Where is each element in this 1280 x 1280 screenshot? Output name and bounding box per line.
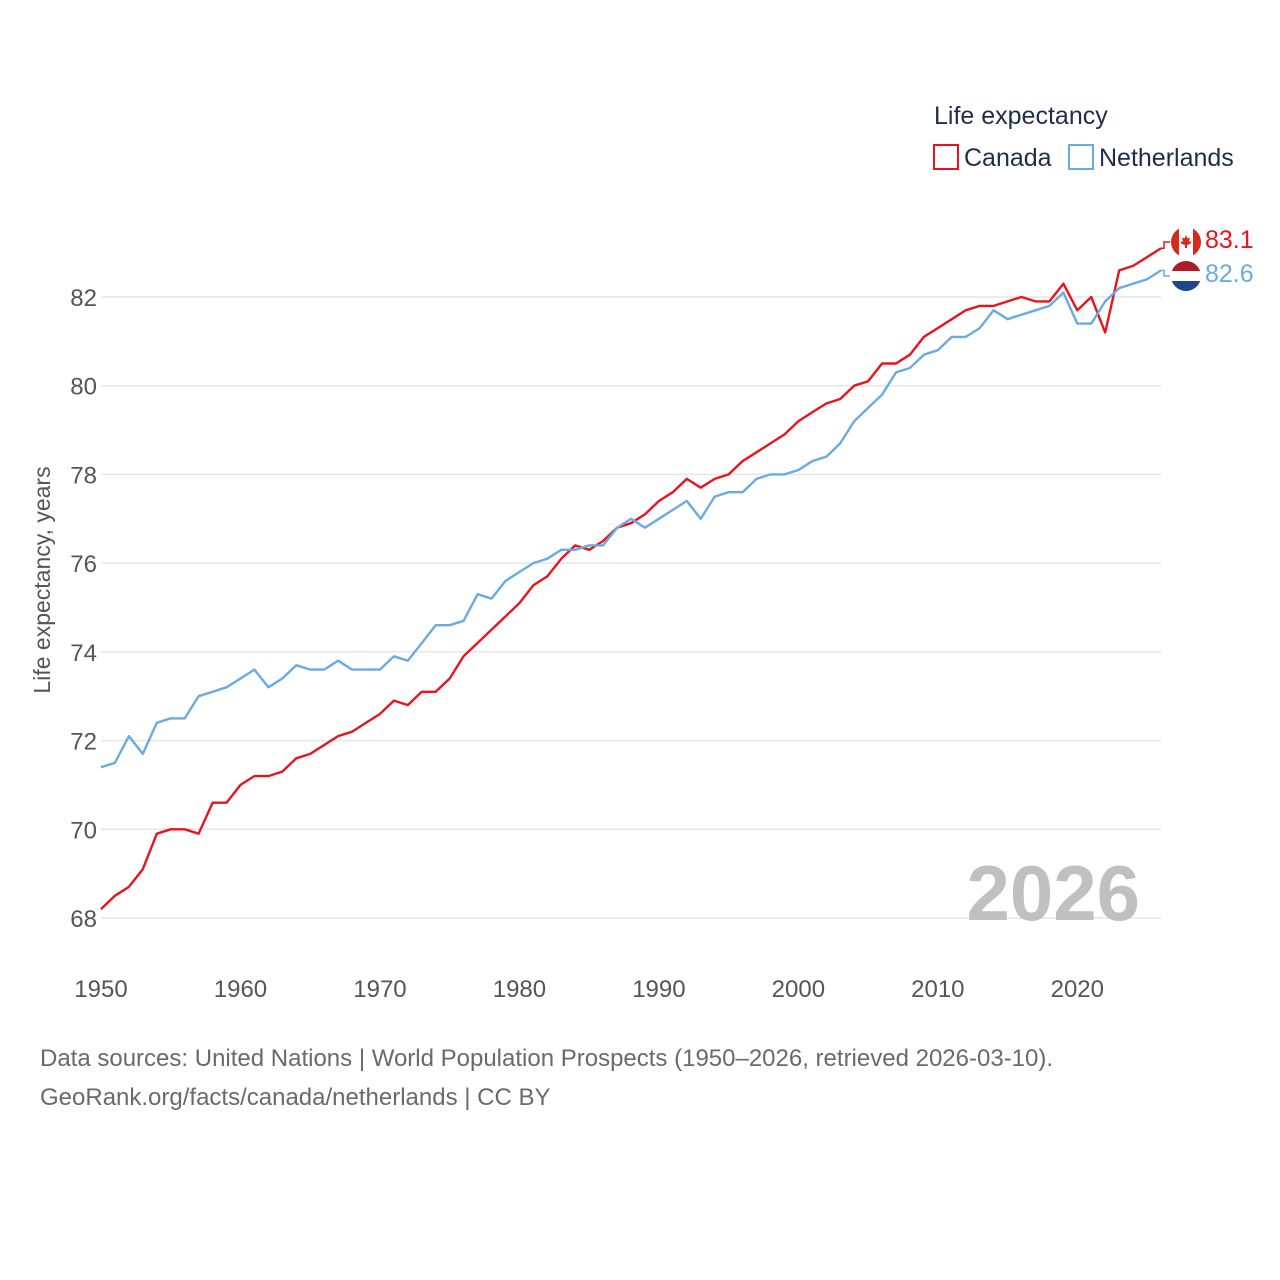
legend-swatch-canada [933,144,959,170]
netherlands-end-value: 82.6 [1205,260,1254,288]
series-line-netherlands [100,269,1162,769]
end-markers: 83.1 82.6 [1161,226,1254,291]
legend: Life expectancy Canada Netherlands [933,102,1234,172]
legend-label-canada: Canada [964,144,1052,172]
x-tick-label-2000: 2000 [772,976,825,1003]
y-tick-label-74: 74 [70,640,97,667]
x-tick-label-1980: 1980 [493,976,546,1003]
source-note: Data sources: United Nations | World Pop… [40,1045,1054,1072]
canada-end-connector [1161,241,1170,249]
x-tick-label-2020: 2020 [1051,976,1104,1003]
y-tick-label-68: 68 [70,906,97,933]
y-axis-ticks: 68 70 72 74 76 78 80 82 [70,285,97,933]
y-tick-label-70: 70 [70,817,97,844]
legend-swatch-netherlands [1068,144,1094,170]
source-url: GeoRank.org/facts/canada/netherlands | C… [40,1084,551,1111]
x-tick-label-1950: 1950 [74,976,127,1003]
canada-end-value: 83.1 [1205,226,1254,254]
legend-title: Life expectancy [934,102,1108,130]
gridlines [101,296,1161,919]
x-tick-label-2010: 2010 [911,976,964,1003]
y-tick-label-78: 78 [70,462,97,489]
x-axis-ticks: 1950 1960 1970 1980 1990 2000 2010 2020 [74,976,1104,1003]
y-tick-label-72: 72 [70,729,97,756]
canada-flag-icon [1171,227,1201,257]
y-axis-title: Life expectancy, years [29,466,55,693]
x-tick-label-1960: 1960 [214,976,267,1003]
y-tick-label-80: 80 [70,374,97,401]
x-tick-label-1990: 1990 [632,976,685,1003]
y-tick-label-82: 82 [70,285,97,312]
year-stamp: 2026 [966,849,1140,937]
series-lines [100,247,1162,910]
netherlands-flag-icon [1171,261,1201,291]
netherlands-end-connector [1161,269,1170,277]
y-tick-label-76: 76 [70,551,97,578]
series-line-canada [100,247,1162,910]
legend-label-netherlands: Netherlands [1099,144,1234,172]
x-tick-label-1970: 1970 [353,976,406,1003]
